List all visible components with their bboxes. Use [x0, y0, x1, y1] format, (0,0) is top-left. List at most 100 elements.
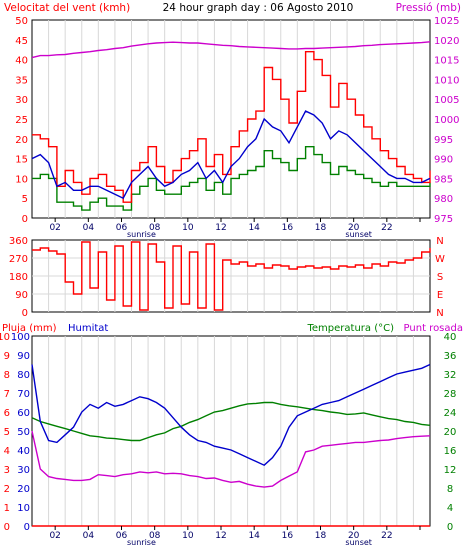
- temperature-ytick-1: 36: [444, 351, 457, 362]
- temperature-ytick-10: 0: [447, 522, 453, 533]
- direction-compass-0: N: [436, 236, 443, 247]
- humidity-ytick-5: 50: [17, 427, 30, 438]
- temperature-ytick-8: 8: [447, 484, 453, 495]
- humidity-ytick-10: 0: [24, 522, 30, 533]
- rain-ytick-2: 8: [4, 370, 10, 381]
- pressure-ytick-2: 1015: [434, 56, 459, 67]
- humidity-xtick-label-14: 14: [248, 531, 260, 541]
- wind-xtick-label-02: 02: [49, 223, 60, 233]
- humidity-ytick-4: 60: [17, 408, 30, 419]
- wind-ytick-1: 45: [15, 36, 28, 47]
- wind-ytick-5: 25: [15, 115, 28, 126]
- direction-line: [32, 241, 431, 311]
- temperature-line: [31, 401, 431, 442]
- pressure-ytick-9: 980: [434, 194, 453, 205]
- temperature-ytick-6: 16: [444, 446, 457, 457]
- rain-axis-title: Pluja (mm): [2, 323, 57, 334]
- pressure-ytick-4: 1005: [434, 95, 459, 106]
- rain-ytick-7: 3: [4, 465, 10, 476]
- rain-ytick-6: 4: [4, 446, 10, 457]
- wind-xtick-label-18: 18: [315, 223, 327, 233]
- humidity-ytick-6: 40: [17, 446, 30, 457]
- humidity-ytick-9: 10: [17, 503, 30, 514]
- temperature-ytick-3: 28: [444, 389, 457, 400]
- humidity-ytick-2: 80: [17, 370, 30, 381]
- wind-xtick-label-20: 20: [348, 223, 360, 233]
- wind-xtick-label-22: 22: [381, 223, 392, 233]
- rain-ytick-5: 5: [4, 427, 10, 438]
- humidity-xtick-label-06: 06: [116, 531, 128, 541]
- humidity-xtick-label-02: 02: [49, 531, 60, 541]
- humidity-xtick-label-20: 20: [348, 531, 360, 541]
- rain-ytick-0: 10: [0, 332, 10, 343]
- humidity-ytick-3: 70: [17, 389, 30, 400]
- wind-axis-title: Velocitat del vent (kmh): [4, 2, 130, 14]
- pressure-ytick-7: 990: [434, 155, 453, 166]
- rain-ytick-4: 6: [4, 408, 10, 419]
- pressure-ytick-8: 985: [434, 174, 453, 185]
- wind-ytick-3: 35: [15, 75, 28, 86]
- wind-xtick-label-12: 12: [215, 223, 226, 233]
- pressure-ytick-10: 975: [434, 214, 453, 225]
- wind-ytick-2: 40: [15, 56, 28, 67]
- humidity-ytick-8: 20: [17, 484, 30, 495]
- direction-compass-1: W: [435, 254, 445, 265]
- dewpoint-line: [31, 430, 431, 488]
- wind-ytick-0: 50: [15, 16, 28, 27]
- humidity-sunset-label: sunset: [345, 538, 372, 547]
- pressure-ytick-6: 995: [434, 135, 453, 146]
- wind-ytick-10: 0: [22, 214, 28, 225]
- rain-ytick-1: 9: [4, 351, 10, 362]
- wind-ytick-9: 5: [22, 194, 28, 205]
- humidity-xtick-label-08: 08: [149, 531, 161, 541]
- rain-ytick-9: 1: [4, 503, 10, 514]
- temperature-ytick-2: 32: [444, 370, 457, 381]
- wind-xtick-label-16: 16: [282, 223, 294, 233]
- dewpoint-axis-title: Punt rosada: [404, 323, 463, 334]
- direction-ytick-0: 360: [9, 236, 28, 247]
- temperature-ytick-0: 40: [444, 332, 457, 343]
- humidity-xtick-label-10: 10: [182, 531, 194, 541]
- pressure-ytick-1: 1020: [434, 36, 459, 47]
- pressure-ytick-3: 1010: [434, 75, 459, 86]
- humidity-xtick-label-16: 16: [282, 531, 294, 541]
- rain-ytick-8: 2: [4, 484, 10, 495]
- direction-ytick-4: 0: [22, 308, 28, 319]
- direction-ytick-2: 180: [9, 272, 28, 283]
- pressure-ytick-0: 1025: [434, 16, 459, 27]
- humidity-line: [31, 363, 431, 467]
- wind-sunset-label: sunset: [345, 230, 372, 239]
- wind-gust-line: [32, 51, 431, 203]
- humidity-xtick-label-04: 04: [83, 531, 95, 541]
- wind-ytick-8: 10: [15, 174, 28, 185]
- temperature-ytick-7: 12: [444, 465, 457, 476]
- wind-ytick-6: 20: [15, 135, 28, 146]
- humidity-axis-title: Humitat: [68, 323, 108, 334]
- wind-ytick-7: 15: [15, 155, 28, 166]
- temperature-axis-title: Temperatura (°C): [306, 323, 394, 334]
- direction-ytick-1: 270: [9, 254, 28, 265]
- wind-avg-line: [31, 110, 431, 200]
- wind-xtick-label-06: 06: [116, 223, 128, 233]
- humidity-xtick-label-18: 18: [315, 531, 327, 541]
- humidity-ytick-1: 90: [17, 351, 30, 362]
- pressure-line: [31, 41, 431, 59]
- pressure-axis-title: Pressió (mb): [396, 2, 461, 14]
- temperature-ytick-9: 4: [447, 503, 453, 514]
- wind-xtick-label-10: 10: [182, 223, 194, 233]
- wind-xtick-label-08: 08: [149, 223, 161, 233]
- chart-title: 24 hour graph day : 06 Agosto 2010: [163, 2, 354, 14]
- direction-ytick-3: 90: [15, 290, 28, 301]
- temperature-ytick-4: 24: [444, 408, 457, 419]
- wind-low-line: [32, 146, 431, 211]
- humidity-ytick-0: 100: [11, 332, 30, 343]
- direction-compass-3: E: [437, 290, 443, 301]
- pressure-ytick-5: 1000: [434, 115, 459, 126]
- rain-ytick-3: 7: [4, 389, 10, 400]
- humidity-xtick-label-22: 22: [381, 531, 392, 541]
- direction-compass-4: N: [436, 308, 443, 319]
- wind-xtick-label-04: 04: [83, 223, 95, 233]
- direction-compass-2: S: [437, 272, 443, 283]
- wind-xtick-label-14: 14: [248, 223, 260, 233]
